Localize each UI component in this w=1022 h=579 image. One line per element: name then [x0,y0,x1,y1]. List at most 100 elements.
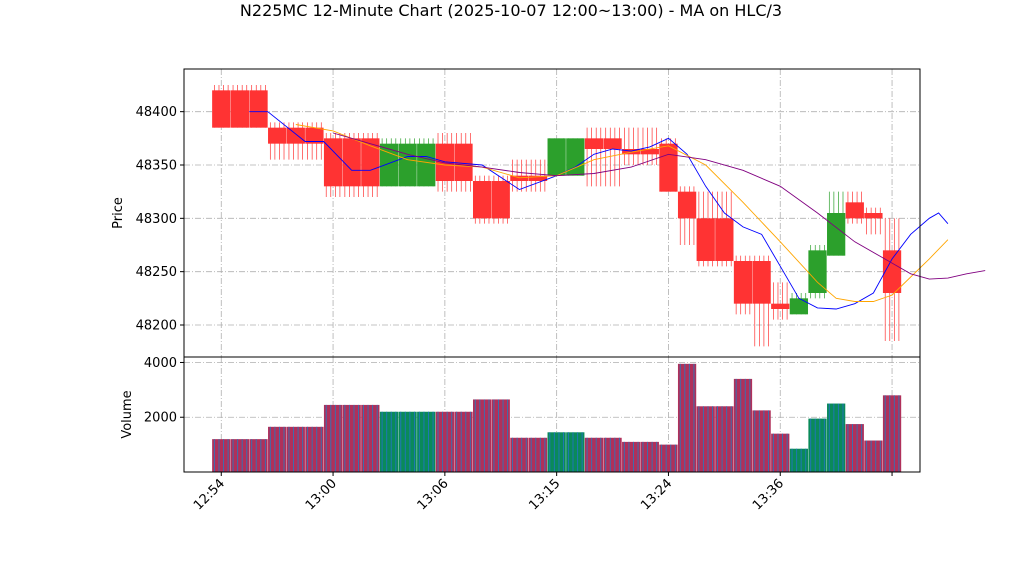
candle-32 [808,245,827,299]
candle-2-body [249,90,268,128]
volume-bar-34 [845,424,864,472]
volume-bar-28-fill [733,378,753,472]
candle-31 [789,293,809,315]
volume-bar-1-fill [230,439,250,472]
candle-6-body [323,138,343,187]
volume-bar-36-fill [882,395,902,472]
candle-10 [398,138,417,187]
candle-34 [845,191,864,224]
candle-4-body [286,127,305,144]
candle-29-body [752,261,771,304]
price-tick-label-4: 48400 [136,105,177,120]
volume-bar-2 [249,439,268,472]
candle-25-body [677,191,697,219]
candle-15 [491,175,510,224]
volume-bar-13-fill [454,411,473,472]
candle-20 [584,127,604,187]
candle-1-body [230,90,250,128]
candle-36-body [882,250,902,293]
volume-bar-10 [398,411,417,472]
candle-31-body [789,298,809,315]
volume-bar-17-fill [528,437,548,472]
ma-line-2 [332,132,986,280]
volume-bar-20-fill [584,437,604,472]
x-tick-label-1: 13:00 [303,476,340,513]
volume-bar-27-fill [715,406,734,472]
volume-bar-35 [864,440,883,472]
volume-bar-15-fill [491,399,510,472]
volume-bar-21 [603,437,622,472]
volume-bar-33 [827,403,846,472]
x-tick-label-3: 13:15 [526,476,563,513]
volume-panel: 2000 4000 [144,356,921,473]
price-tick-label-2: 48300 [136,212,177,227]
volume-bar-7-fill [342,404,361,472]
volume-bar-22-fill [622,441,641,472]
volume-bar-32-fill [808,418,827,472]
candle-0 [212,85,231,128]
candle-33-body [827,213,846,256]
candle-36 [882,218,902,341]
candle-24 [659,138,678,192]
candle-33 [827,191,846,256]
volume-bar-24-fill [659,444,678,472]
price-panel: 48200 48250 48300 48350 48400 [136,68,986,358]
volume-bar-13 [454,411,473,472]
candle-5-body [305,127,324,144]
candle-14-body [472,181,492,219]
volume-bar-16 [510,437,529,472]
candle-10-body [398,143,417,187]
candle-5 [305,122,324,160]
candle-18 [547,138,566,176]
volume-bar-18 [547,432,566,472]
volume-bar-7 [342,404,361,472]
volume-bar-30-fill [771,433,790,472]
price-panel-frame [183,68,921,358]
volume-panel-frame [183,356,921,473]
volume-bar-23-fill [640,441,659,472]
x-axis: 12:54 13:00 13:06 13:15 13:24 13:36 [191,472,893,513]
volume-bar-11 [417,411,436,472]
candle-9 [379,138,399,187]
candle-4 [286,122,305,160]
volume-bar-35-fill [864,440,883,472]
candle-18-body [547,138,566,176]
volume-bar-0-fill [212,439,231,472]
volume-bar-33-fill [827,403,846,472]
volume-bar-12 [435,411,454,472]
volume-bar-17 [528,437,548,472]
volume-bar-21-fill [603,437,622,472]
x-tick-label-0: 12:54 [191,476,228,513]
volume-bar-9 [379,411,399,472]
candle-6 [323,133,343,197]
candle-12-body [435,143,454,181]
candle-16-body [510,175,529,181]
volume-bar-8-fill [361,404,380,472]
volume-bar-32 [808,418,827,472]
candle-1 [230,85,250,128]
candle-20-body [584,138,604,149]
volume-bar-18-fill [547,432,566,472]
candle-22 [622,127,641,165]
volume-bar-10-fill [398,411,417,472]
candle-2 [249,85,268,128]
volume-tick-label-0: 2000 [144,411,177,426]
price-tick-label-1: 48250 [136,265,177,280]
volume-bar-9-fill [379,411,399,472]
volume-bar-30 [771,433,790,472]
volume-bar-4 [286,426,305,472]
candle-30-body [771,303,790,309]
volume-bar-19-fill [566,432,585,472]
volume-bar-29 [752,410,771,472]
price-axis-label: Price [111,197,126,229]
candle-19 [566,138,585,176]
candle-19-body [566,138,585,176]
candle-26-body [696,218,715,261]
volume-tick-label-1: 4000 [144,356,177,371]
volume-bar-28 [733,378,753,472]
x-tick-label-4: 13:24 [638,476,675,513]
candle-7-body [342,138,361,187]
candle-0-body [212,90,231,128]
